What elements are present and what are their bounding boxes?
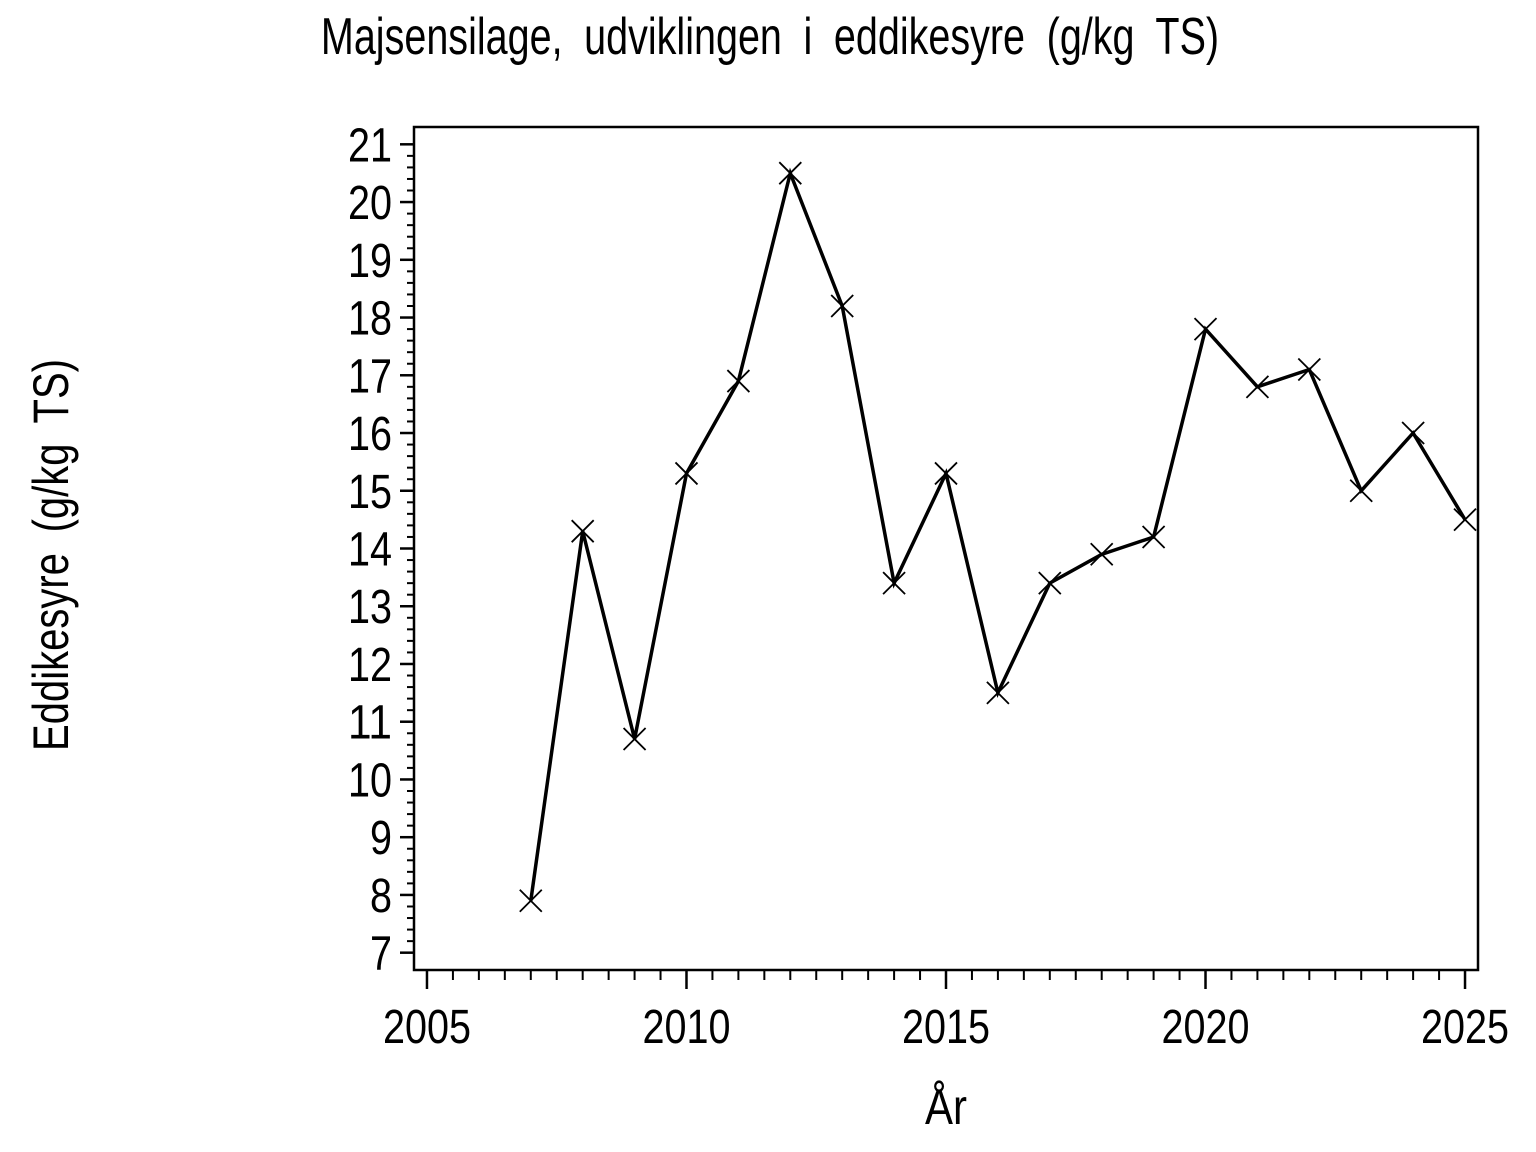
y-tick-label: 11: [348, 697, 392, 750]
x-axis-title: År: [925, 1079, 967, 1135]
x-tick-label: 2015: [902, 1001, 990, 1054]
data-point-marker-2016: [986, 681, 1010, 705]
data-line: [529, 167, 1467, 901]
data-point-marker-2007: [519, 889, 543, 913]
y-tick-label: 13: [348, 581, 392, 634]
data-point-marker-2008: [571, 519, 595, 543]
data-point-marker-2014: [882, 571, 906, 595]
data-point-marker-2017: [1038, 571, 1062, 595]
data-point-marker-2021: [1245, 375, 1270, 399]
y-tick-label: 15: [348, 466, 392, 519]
plot-frame: [412, 125, 1480, 972]
y-tick-label: 20: [348, 177, 392, 230]
data-point-marker-2015: [934, 461, 958, 486]
data-point-marker-2010: [674, 461, 699, 486]
data-point-marker-2020: [1193, 317, 1218, 341]
y-tick-label: 18: [348, 293, 392, 346]
data-point-marker-2023: [1349, 479, 1373, 503]
data-point-marker-2011: [726, 369, 751, 393]
y-tick-label: 21: [348, 119, 392, 172]
y-tick-label: 16: [348, 408, 392, 461]
y-tick-label: 9: [370, 812, 392, 865]
data-point-marker-2025: [1453, 507, 1477, 532]
x-tick-label: 2025: [1421, 1001, 1509, 1054]
y-tick-label: 14: [348, 524, 392, 577]
x-tick-label: 2020: [1162, 1001, 1250, 1054]
y-tick-label: 8: [370, 870, 392, 923]
y-tick-label: 12: [348, 639, 392, 692]
chart-title: Majsensilage, udviklingen i eddikesyre (…: [320, 8, 1220, 66]
y-tick-label: 19: [348, 235, 392, 288]
y-tick-label: 10: [348, 754, 392, 807]
data-point-marker-2018: [1090, 542, 1114, 566]
x-tick-label: 2005: [383, 1001, 471, 1054]
data-point-marker-2019: [1141, 525, 1166, 549]
x-tick-label: 2010: [642, 1001, 730, 1054]
data-point-marker-2022: [1297, 357, 1321, 382]
y-tick-label: 7: [370, 928, 392, 981]
data-point-marker-2013: [830, 294, 854, 318]
y-tick-label: 17: [348, 350, 392, 403]
data-point-marker-2012: [778, 161, 802, 185]
data-point-marker-2024: [1401, 421, 1425, 445]
data-point-marker-2009: [622, 727, 647, 751]
